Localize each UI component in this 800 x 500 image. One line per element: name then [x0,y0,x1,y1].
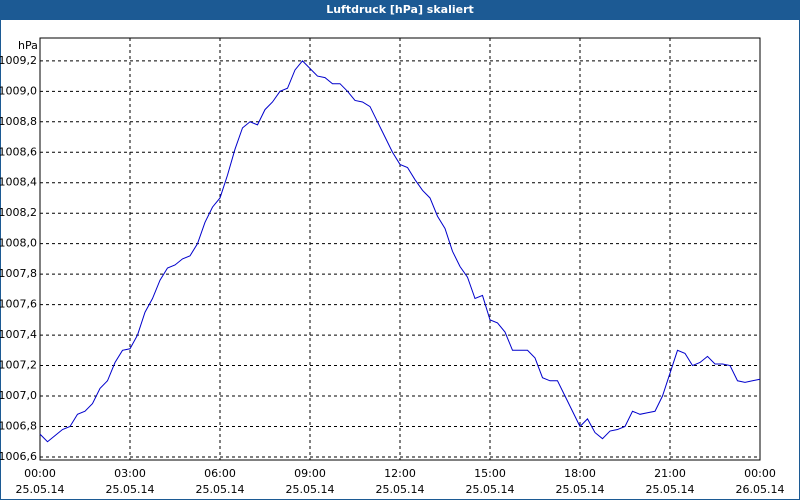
x-tick-label: 15:00 [474,467,506,480]
y-tick-label: 1007,6 [0,298,37,311]
x-tick-date: 25.05.14 [646,483,695,496]
chart-title: Luftdruck [hPa] skaliert [326,3,474,16]
x-tick-date: 25.05.14 [466,483,515,496]
x-tick-label: 09:00 [294,467,326,480]
y-axis-label: hPa [18,39,38,52]
x-tick-date: 25.05.14 [16,483,65,496]
x-tick-date: 25.05.14 [196,483,245,496]
data-line [39,60,761,443]
x-tick-date: 25.05.14 [286,483,335,496]
y-tick-label: 1006,6 [0,450,37,463]
y-tick-label: 1008,6 [0,145,37,158]
x-tick-label: 21:00 [654,467,686,480]
title-bar [0,0,800,20]
y-tick-label: 1007,2 [0,359,37,372]
x-tick-label: 03:00 [114,467,146,480]
y-tick-label: 1007,4 [0,328,37,341]
x-tick-label: 00:00 [24,467,56,480]
y-tick-label: 1009,0 [0,84,37,97]
y-tick-label: 1007,8 [0,267,37,280]
x-tick-label: 06:00 [204,467,236,480]
y-tick-label: 1008,0 [0,237,37,250]
x-tick-label: 12:00 [384,467,416,480]
y-tick-label: 1006,8 [0,419,37,432]
x-tick-date: 25.05.14 [376,483,425,496]
x-tick-label: 18:00 [564,467,596,480]
y-tick-label: 1009,2 [0,54,37,67]
y-tick-label: 1008,2 [0,206,37,219]
x-tick-date: 25.05.14 [106,483,155,496]
x-tick-date: 26.05.14 [736,483,785,496]
x-tick-label: 00:00 [744,467,776,480]
y-tick-label: 1008,8 [0,115,37,128]
y-tick-label: 1007,0 [0,389,37,402]
y-tick-label: 1008,4 [0,176,37,189]
x-tick-date: 25.05.14 [556,483,605,496]
